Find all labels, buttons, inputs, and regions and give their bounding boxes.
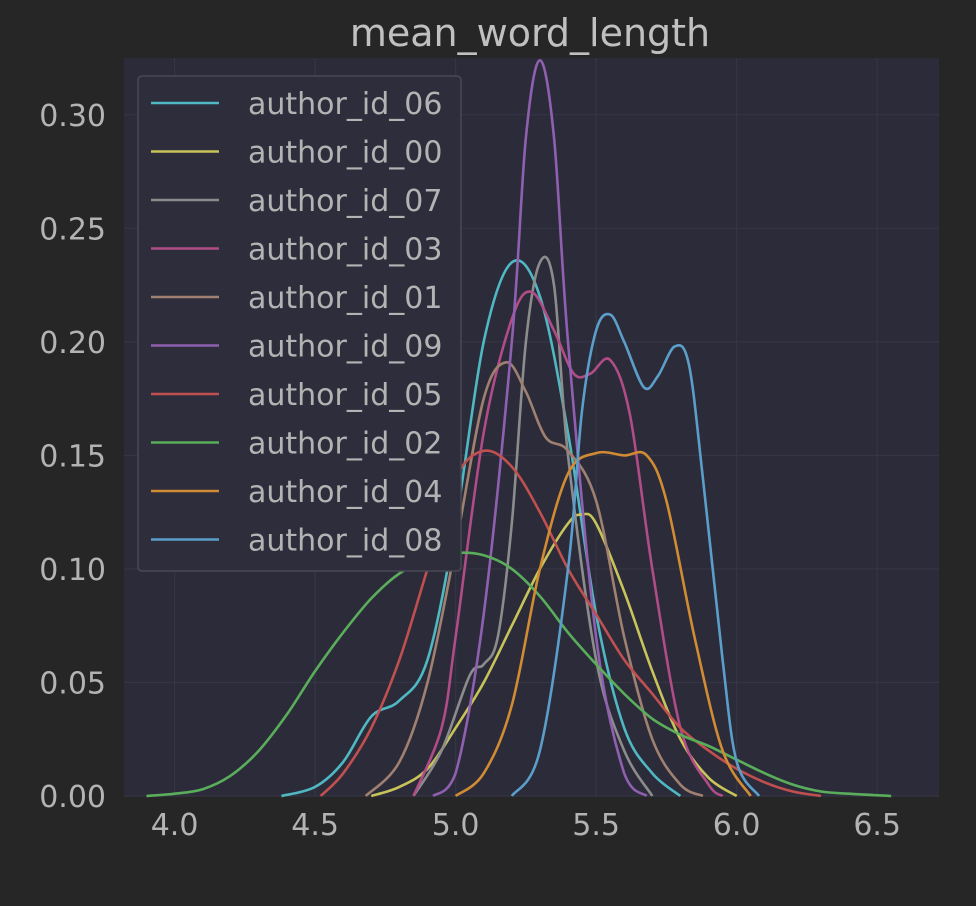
y-tick: 0.05 xyxy=(39,666,106,701)
x-tick: 6.5 xyxy=(853,808,901,843)
legend-item: author_id_05 xyxy=(151,378,442,413)
y-tick-label: 0.00 xyxy=(39,780,106,815)
chart-title: mean_word_length xyxy=(350,11,710,55)
y-tick: 0.20 xyxy=(39,326,106,361)
series-line-author-id-06 xyxy=(281,259,682,798)
x-tick-label: 4.0 xyxy=(151,808,199,843)
legend-label: author_id_03 xyxy=(248,233,442,268)
y-tick-label: 0.15 xyxy=(39,439,106,474)
legend-item: author_id_04 xyxy=(151,475,442,510)
x-tick-label: 6.0 xyxy=(713,808,761,843)
legend-label: author_id_09 xyxy=(248,330,442,365)
x-tick: 6.0 xyxy=(713,808,761,843)
y-tick: 0.30 xyxy=(39,99,106,134)
legend-label: author_id_00 xyxy=(248,136,442,171)
x-tick: 4.0 xyxy=(151,808,199,843)
series-line-author-id-08 xyxy=(510,312,761,797)
series-line-author-id-04 xyxy=(454,450,752,798)
y-tick: 0.15 xyxy=(39,439,106,474)
series-line-author-id-02 xyxy=(146,551,892,798)
legend-label: author_id_04 xyxy=(248,475,442,510)
legend-item: author_id_03 xyxy=(151,233,442,268)
x-tick-label: 6.5 xyxy=(853,808,901,843)
x-tick-label: 5.5 xyxy=(572,808,620,843)
x-tick: 4.5 xyxy=(291,808,339,843)
legend-item: author_id_09 xyxy=(151,330,442,365)
y-tick: 0.10 xyxy=(39,553,106,588)
y-tick-label: 0.30 xyxy=(39,99,106,134)
series-group xyxy=(146,59,892,798)
y-tick-label: 0.20 xyxy=(39,326,106,361)
y-tick: 0.25 xyxy=(39,212,106,247)
legend-item: author_id_00 xyxy=(151,136,442,171)
x-tick-label: 5.0 xyxy=(432,808,480,843)
legend-item: author_id_01 xyxy=(151,281,442,316)
y-tick: 0.00 xyxy=(39,780,106,815)
legend-label: author_id_08 xyxy=(248,524,442,559)
legend-label: author_id_02 xyxy=(248,427,442,462)
y-axis: 0.00 0.05 0.10 0.15 0.20 0.25 0.30 xyxy=(39,99,106,815)
y-tick-label: 0.25 xyxy=(39,212,106,247)
legend-label: author_id_07 xyxy=(248,184,442,219)
y-tick-label: 0.10 xyxy=(39,553,106,588)
series-line-author-id-03 xyxy=(412,290,724,798)
legend-label: author_id_06 xyxy=(248,87,442,122)
x-axis: 4.0 4.5 5.0 5.5 6.0 6.5 xyxy=(151,808,901,843)
x-tick-label: 4.5 xyxy=(291,808,339,843)
legend-item: author_id_07 xyxy=(151,184,442,219)
x-tick: 5.5 xyxy=(572,808,620,843)
series-line-author-id-05 xyxy=(319,449,822,798)
legend-label: author_id_01 xyxy=(248,281,442,316)
legend-item: author_id_06 xyxy=(151,87,442,122)
legend-item: author_id_08 xyxy=(151,524,442,559)
x-tick: 5.0 xyxy=(432,808,480,843)
y-tick-label: 0.05 xyxy=(39,666,106,701)
legend: author_id_06 author_id_00 author_id_07auth… xyxy=(137,75,462,572)
series-line-author-id-09 xyxy=(432,59,648,798)
legend-label: author_id_05 xyxy=(248,378,442,413)
legend-item: author_id_02 xyxy=(151,427,442,462)
